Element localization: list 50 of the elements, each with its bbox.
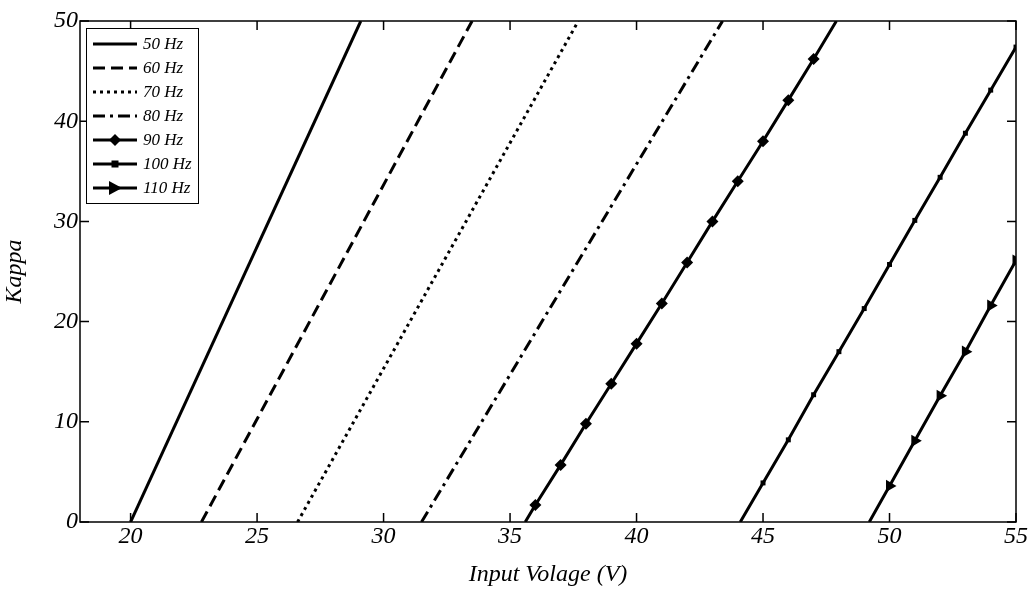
point	[630, 337, 643, 350]
point	[811, 392, 817, 398]
point	[936, 389, 948, 402]
x-tick-label: 25	[245, 521, 270, 548]
point	[962, 130, 968, 136]
x-axis-title: Input Volage (V)	[467, 559, 628, 586]
x-tick-label: 30	[370, 521, 396, 548]
point	[529, 498, 542, 511]
point	[579, 417, 592, 430]
x-tick-label: 55	[1004, 521, 1028, 548]
point	[554, 458, 567, 471]
x-tick-label: 35	[497, 521, 523, 548]
point	[731, 175, 744, 188]
point	[961, 345, 973, 358]
y-tick-label: 50	[54, 6, 78, 33]
point	[706, 215, 719, 228]
point	[861, 306, 867, 312]
y-tick-label: 40	[54, 106, 78, 133]
legend-label: 70 Hz	[143, 82, 184, 102]
legend-label: 50 Hz	[143, 34, 184, 54]
point	[937, 174, 943, 180]
y-tick-label: 10	[54, 407, 78, 434]
point	[807, 53, 820, 66]
point	[757, 135, 770, 148]
x-tick-label: 20	[118, 521, 143, 548]
y-axis-title: Kappa	[0, 239, 26, 305]
y-tick-label: 30	[53, 206, 78, 233]
x-tick-label: 45	[751, 521, 776, 548]
point	[655, 297, 668, 310]
point	[836, 349, 842, 355]
y-tick-label: 20	[54, 306, 78, 333]
point	[887, 262, 892, 267]
point	[681, 256, 694, 269]
point	[605, 377, 618, 390]
point	[782, 94, 795, 107]
legend-label: 90 Hz	[143, 130, 184, 150]
x-tick-label: 40	[624, 521, 649, 548]
point	[988, 87, 994, 93]
y-tick-label: 0	[66, 507, 78, 534]
legend-label: 80 Hz	[143, 106, 184, 126]
point	[886, 479, 897, 492]
point	[760, 480, 766, 486]
x-tick-label: 50	[877, 521, 902, 548]
point	[987, 299, 998, 312]
legend-label: 60 Hz	[143, 58, 184, 78]
point	[911, 434, 922, 447]
point	[785, 437, 791, 443]
point	[912, 217, 918, 223]
legend-label: 110 Hz	[143, 178, 191, 198]
legend-label: 100 Hz	[143, 154, 192, 174]
